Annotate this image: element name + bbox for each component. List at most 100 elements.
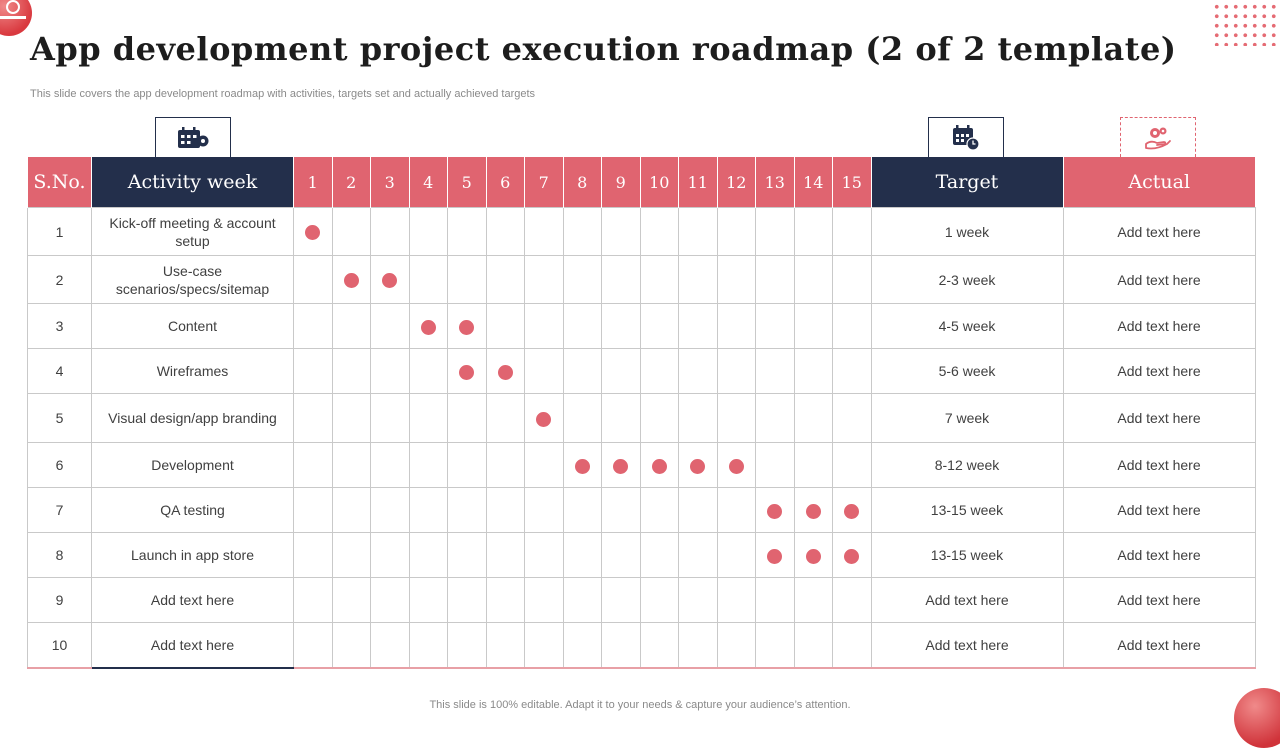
header-week-13: 13 xyxy=(755,157,794,208)
week-cell-14 xyxy=(793,207,833,256)
week-cell-12 xyxy=(716,303,756,349)
week-cell-1 xyxy=(293,348,333,394)
week-cell-5 xyxy=(447,577,487,623)
week-marker-dot xyxy=(459,319,475,335)
corner-circle-decoration xyxy=(1234,688,1280,748)
hand-gear-icon xyxy=(1120,117,1196,157)
week-cell-6 xyxy=(485,348,525,394)
week-cell-15 xyxy=(832,532,872,578)
week-cell-15 xyxy=(832,577,872,623)
week-marker-dot xyxy=(767,548,783,564)
row-serial-number: 9 xyxy=(27,577,92,623)
week-cell-1 xyxy=(293,532,333,578)
week-cell-13 xyxy=(755,487,795,533)
table-row: 1 Kick-off meeting & account setup 1 week A… xyxy=(27,207,1256,256)
week-cell-4 xyxy=(408,442,448,488)
row-activity: Use-case scenarios/specs/sitemap xyxy=(91,255,294,304)
week-marker-dot xyxy=(343,273,359,289)
week-marker-dot xyxy=(844,503,860,519)
week-marker-dot xyxy=(844,548,860,564)
week-cell-4 xyxy=(408,577,448,623)
week-marker-dot xyxy=(690,458,706,474)
header-week-5: 5 xyxy=(447,157,486,208)
row-serial-number: 7 xyxy=(27,487,92,533)
week-cell-1 xyxy=(293,487,333,533)
week-cell-8 xyxy=(562,303,602,349)
week-marker-dot xyxy=(805,503,821,519)
footer-note: This slide is 100% editable. Adapt it to… xyxy=(429,699,851,711)
row-target: 13-15 week xyxy=(870,487,1064,533)
week-cell-12 xyxy=(716,207,756,256)
week-cell-13 xyxy=(755,255,795,304)
row-target: Add text here xyxy=(870,577,1064,623)
week-cell-14 xyxy=(793,577,833,623)
week-cell-6 xyxy=(485,393,525,443)
table-row: 7 QA testing 13-15 week Add text here xyxy=(27,487,1256,533)
week-cell-5 xyxy=(447,487,487,533)
week-cell-1 xyxy=(293,577,333,623)
header-week-11: 11 xyxy=(678,157,717,208)
week-marker-dot xyxy=(767,503,783,519)
week-cell-3 xyxy=(370,442,410,488)
week-cell-12 xyxy=(716,577,756,623)
row-serial-number: 10 xyxy=(27,622,92,669)
week-cell-7 xyxy=(524,487,564,533)
week-cell-1 xyxy=(293,207,333,256)
row-activity: Wireframes xyxy=(91,348,294,394)
week-cell-8 xyxy=(562,622,602,669)
week-cell-2 xyxy=(331,487,371,533)
header-week-12: 12 xyxy=(716,157,756,208)
table-row: 5 Visual design/app branding 7 week Add tex… xyxy=(27,393,1256,443)
row-actual: Add text here xyxy=(1062,303,1256,349)
week-cell-11 xyxy=(678,303,718,349)
row-target: 2-3 week xyxy=(870,255,1064,304)
week-cell-14 xyxy=(793,303,833,349)
row-serial-number: 1 xyxy=(27,207,92,256)
week-cell-10 xyxy=(639,577,679,623)
week-cell-13 xyxy=(755,303,795,349)
week-cell-4 xyxy=(408,622,448,669)
week-cell-2 xyxy=(331,348,371,394)
week-cell-10 xyxy=(639,207,679,256)
week-cell-1 xyxy=(293,255,333,304)
row-activity: Kick-off meeting & account setup xyxy=(91,207,294,256)
week-cell-9 xyxy=(601,393,641,443)
roadmap-table: S.No. Activity week 1 2 3 4 5 6 7 8 9 10 11 12 13 14 1… xyxy=(27,157,1256,669)
week-cell-9 xyxy=(601,577,641,623)
week-cell-15 xyxy=(832,622,872,669)
row-target: 5-6 week xyxy=(870,348,1064,394)
week-cell-9 xyxy=(601,303,641,349)
week-cell-5 xyxy=(447,532,487,578)
table-row: 9 Add text here Add text here Add text here xyxy=(27,577,1256,623)
week-cell-7 xyxy=(524,577,564,623)
week-cell-11 xyxy=(678,348,718,394)
week-cell-4 xyxy=(408,303,448,349)
row-serial-number: 3 xyxy=(27,303,92,349)
week-cell-5 xyxy=(447,393,487,443)
week-cell-8 xyxy=(562,487,602,533)
page-subtitle: This slide covers the app development ro… xyxy=(30,88,536,100)
row-activity: Add text here xyxy=(91,577,294,623)
week-cell-5 xyxy=(447,255,487,304)
week-cell-3 xyxy=(370,532,410,578)
week-cell-12 xyxy=(716,442,756,488)
week-cell-1 xyxy=(293,393,333,443)
row-actual: Add text here xyxy=(1062,622,1256,669)
week-cell-6 xyxy=(485,255,525,304)
week-cell-11 xyxy=(678,622,718,669)
row-target: Add text here xyxy=(870,622,1064,669)
row-activity: Development xyxy=(91,442,294,488)
week-cell-5 xyxy=(447,348,487,394)
row-target: 7 week xyxy=(870,393,1064,443)
week-cell-12 xyxy=(716,487,756,533)
row-actual: Add text here xyxy=(1062,207,1256,256)
week-cell-7 xyxy=(524,303,564,349)
week-cell-12 xyxy=(716,393,756,443)
week-cell-8 xyxy=(562,207,602,256)
week-cell-7 xyxy=(524,532,564,578)
row-target: 8-12 week xyxy=(870,442,1064,488)
table-row: 3 Content 4-5 week Add text here xyxy=(27,303,1256,349)
calendar-gear-icon xyxy=(155,117,231,157)
week-cell-15 xyxy=(832,255,872,304)
row-activity: Add text here xyxy=(91,622,294,669)
